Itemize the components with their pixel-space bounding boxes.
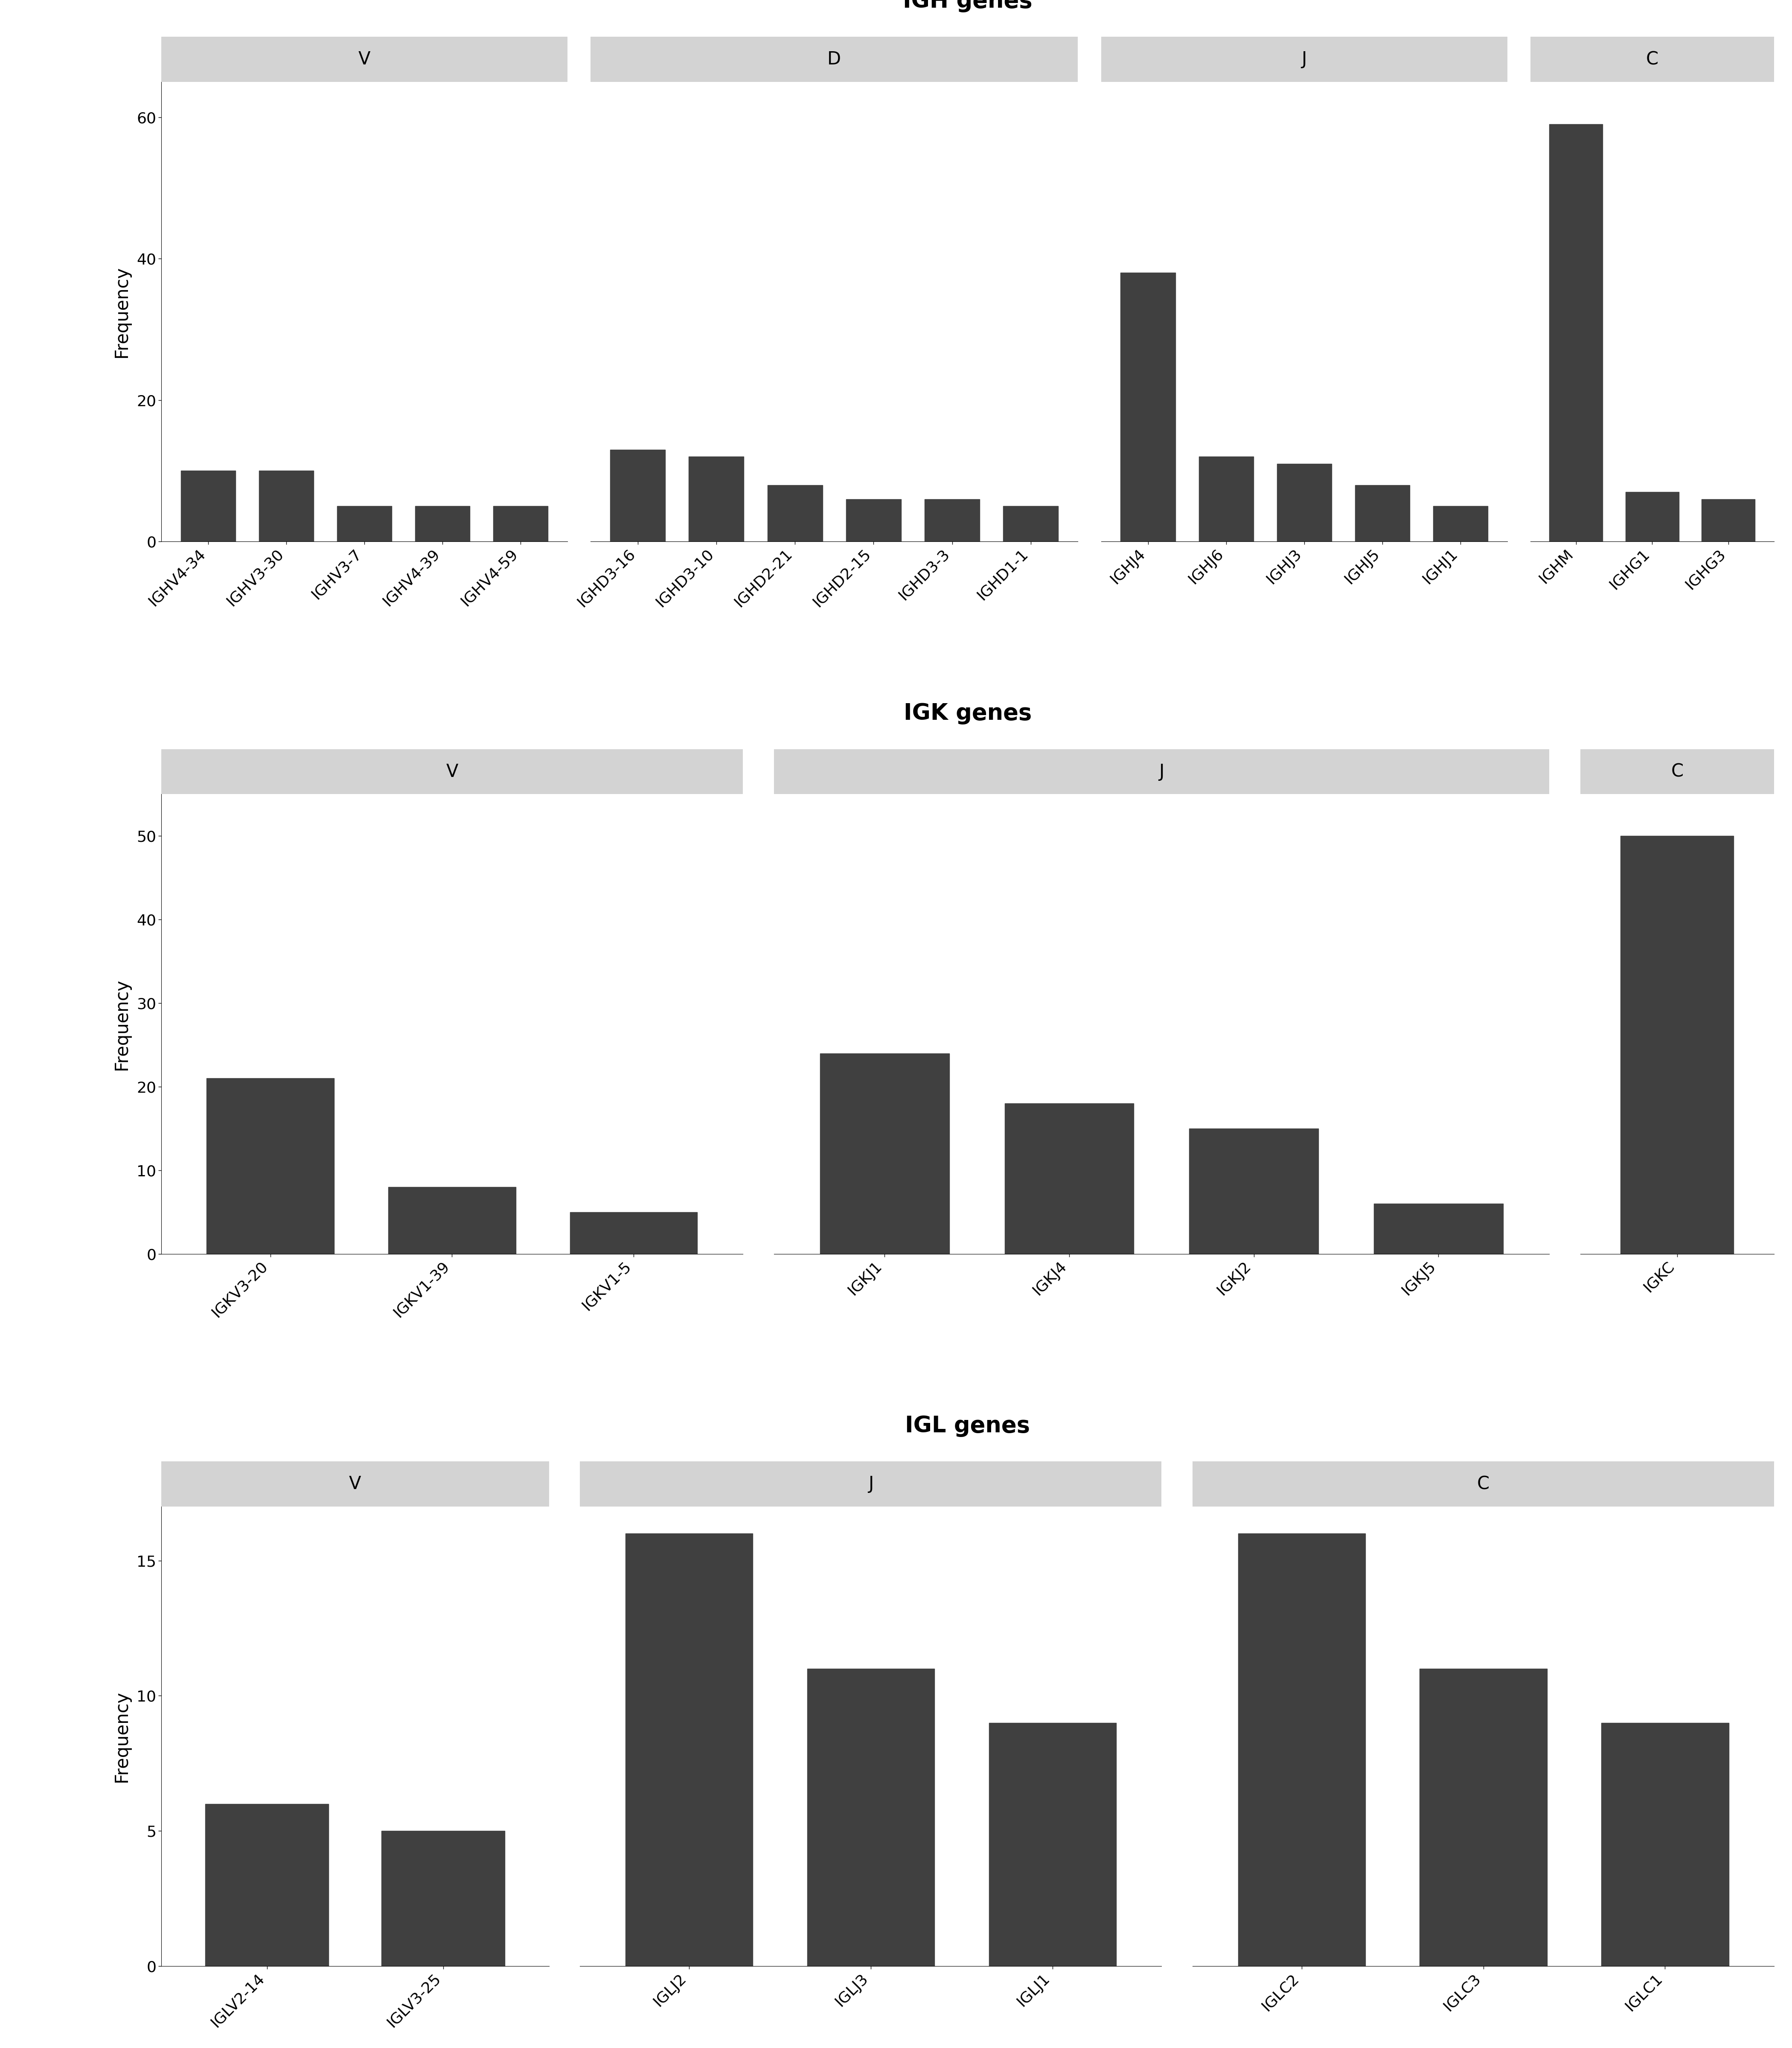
Bar [1419,1669,1546,1966]
Bar [1702,500,1754,541]
Bar [1434,506,1487,541]
Bar [1550,125,1602,541]
Text: V: V [358,51,371,68]
Bar [1120,272,1176,541]
Bar [821,1053,950,1253]
Bar [1355,485,1410,541]
Bar [688,457,744,541]
Bar [625,1534,753,1966]
Bar [925,500,980,541]
Bar [382,1831,505,1966]
Text: J: J [1301,51,1306,68]
Bar [611,451,665,541]
Text: D: D [828,51,840,68]
Bar [337,506,392,541]
Bar [846,500,901,541]
Bar [416,506,470,541]
Bar [258,471,314,541]
Text: C: C [1647,51,1658,68]
Bar [206,1804,328,1966]
Bar [1620,836,1733,1253]
Text: C: C [1670,762,1683,780]
Bar [1190,1128,1319,1253]
Bar [989,1722,1116,1966]
Y-axis label: Frequency: Frequency [113,266,131,358]
Text: IGL genes: IGL genes [905,1415,1030,1438]
Text: C: C [1477,1475,1489,1493]
Bar [1278,463,1331,541]
Bar [1199,457,1253,541]
Bar [1238,1534,1366,1966]
Bar [767,485,823,541]
Y-axis label: Frequency: Frequency [113,1690,131,1782]
Text: V: V [349,1475,362,1493]
Bar [181,471,235,541]
Bar [1004,506,1059,541]
Text: J: J [867,1475,873,1493]
Text: IGK genes: IGK genes [903,702,1032,725]
Text: V: V [446,762,459,780]
Bar [206,1079,333,1253]
Bar [493,506,548,541]
Bar [1625,492,1679,541]
Text: J: J [1159,762,1165,780]
Bar [570,1212,697,1253]
Text: IGH genes: IGH genes [903,0,1032,12]
Y-axis label: Frequency: Frequency [113,979,131,1069]
Bar [806,1669,934,1966]
Bar [389,1188,516,1253]
Bar [1374,1204,1503,1253]
Bar [1602,1722,1729,1966]
Bar [1005,1104,1134,1253]
